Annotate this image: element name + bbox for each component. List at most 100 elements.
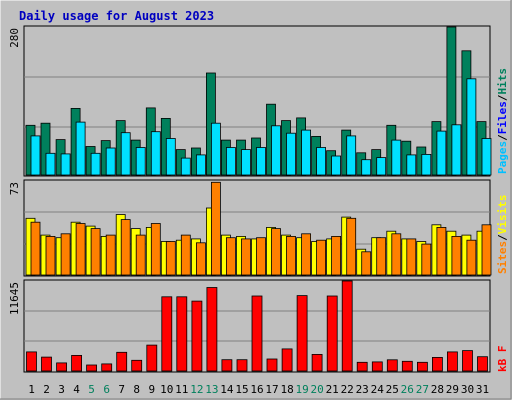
- x-tick-label: 5: [88, 383, 95, 396]
- x-tick-label: 23: [356, 383, 369, 396]
- x-tick-label: 29: [446, 383, 459, 396]
- bar-sites: [195, 242, 206, 276]
- bar-sites: [391, 233, 402, 276]
- x-tick-label: 20: [310, 383, 323, 396]
- panel-visits-sites: 73 Sites/Visits: [8, 179, 509, 277]
- legend: Pages/Files/Hits: [496, 68, 509, 174]
- x-tick-label: 22: [341, 383, 354, 396]
- y-max-label: 280: [8, 28, 21, 48]
- bar-files: [120, 132, 131, 176]
- bar-files: [165, 138, 176, 176]
- bar-files: [346, 135, 357, 176]
- bar-hits: [446, 26, 457, 176]
- panel-kbytes: 11645 kB F: [8, 279, 509, 373]
- bar-sites: [180, 234, 191, 276]
- bar-files: [331, 155, 342, 176]
- legend: kB F: [496, 346, 509, 373]
- bar-sites: [45, 235, 56, 276]
- bar-kb-f: [236, 359, 248, 372]
- legend-item: Sites: [496, 241, 509, 274]
- x-tick-label: 16: [250, 383, 263, 396]
- bar-sites: [75, 223, 86, 276]
- y-max-label: 11645: [8, 282, 21, 315]
- bar-files: [195, 154, 206, 176]
- bar-files: [45, 152, 56, 176]
- bar-kb-f: [446, 351, 458, 372]
- bar-kb-f: [116, 351, 128, 372]
- bar-sites: [361, 251, 372, 276]
- x-tick-label: 13: [205, 383, 218, 396]
- bar-files: [406, 154, 417, 176]
- bar-kb-f: [386, 359, 398, 372]
- bar-files: [361, 159, 372, 176]
- bar-kb-f: [131, 359, 143, 372]
- bar-kb-f: [146, 344, 158, 372]
- bar-sites: [120, 219, 131, 276]
- x-tick-label: 17: [265, 383, 278, 396]
- bar-kb-f: [371, 361, 383, 372]
- x-tick-label: 14: [220, 383, 234, 396]
- x-tick-label: 7: [118, 383, 125, 396]
- bar-sites: [60, 233, 71, 276]
- bar-sites: [421, 243, 432, 276]
- bar-sites: [225, 237, 236, 276]
- bar-kb-f: [161, 296, 173, 372]
- bar-files: [135, 147, 146, 176]
- bar-sites: [135, 234, 146, 276]
- bar-sites: [376, 237, 387, 276]
- bar-files: [271, 125, 281, 176]
- bar-files: [105, 147, 116, 176]
- bar-files: [391, 139, 402, 176]
- legend-separator: /: [496, 134, 509, 141]
- x-tick-label: 2: [43, 383, 50, 396]
- x-tick-label: 15: [235, 383, 248, 396]
- bar-files: [376, 157, 387, 176]
- x-tick-label: 18: [280, 383, 293, 396]
- bar-kb-f: [221, 359, 233, 372]
- bar-kb-f: [356, 361, 368, 372]
- bar-sites: [286, 235, 296, 276]
- bar-sites: [271, 228, 281, 276]
- bar-kb-f: [341, 280, 353, 372]
- bar-sites: [90, 228, 101, 276]
- y-max-label: 73: [8, 182, 21, 195]
- x-tick-label: 21: [326, 383, 339, 396]
- bar-kb-f: [477, 356, 488, 372]
- legend: Sites/Visits: [496, 195, 509, 275]
- bar-kb-f: [56, 362, 67, 372]
- legend-item: kB F: [496, 346, 509, 373]
- bar-sites: [150, 223, 161, 276]
- bar-kb-f: [266, 358, 278, 372]
- bar-files: [286, 132, 296, 176]
- x-tick-label: 9: [148, 383, 155, 396]
- bar-kb-f: [431, 356, 443, 372]
- bar-sites: [331, 235, 342, 276]
- legend-separator: /: [496, 94, 509, 101]
- bar-files: [466, 78, 477, 176]
- x-tick-label: 3: [58, 383, 65, 396]
- x-tick-label: 1: [28, 383, 35, 396]
- bar-hits: [40, 122, 51, 176]
- chart-title: Daily usage for August 2023: [19, 9, 214, 23]
- bar-kb-f: [296, 295, 308, 372]
- bar-files: [301, 129, 312, 176]
- x-tick-label: 26: [401, 383, 414, 396]
- bar-sites: [30, 221, 41, 276]
- bar-files: [481, 138, 492, 176]
- x-tick-label: 30: [461, 383, 474, 396]
- bar-sites: [406, 238, 417, 276]
- panel-hits-files-pages: 280 Pages/Files/Hits: [8, 25, 509, 177]
- bar-kb-f: [401, 360, 413, 372]
- bar-kb-f: [311, 353, 323, 372]
- bar-kb-f: [462, 350, 473, 372]
- legend-item: /: [496, 234, 509, 241]
- x-tick-label: 11: [175, 383, 188, 396]
- bar-sites: [316, 239, 327, 276]
- bar-files: [225, 147, 236, 176]
- x-tick-label: 4: [73, 383, 80, 396]
- bar-sites: [451, 235, 462, 276]
- bar-files: [180, 157, 191, 176]
- bar-files: [436, 130, 447, 176]
- bar-files: [316, 147, 327, 176]
